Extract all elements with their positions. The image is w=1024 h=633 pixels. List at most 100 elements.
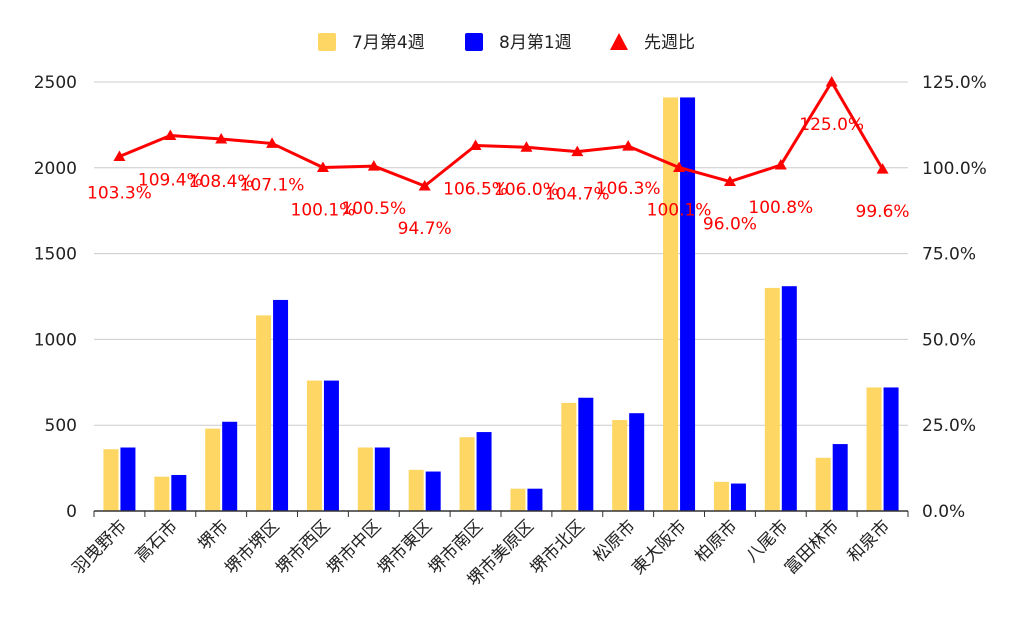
bar-7月第4週 [815, 457, 831, 511]
bar-8月第1週 [476, 432, 492, 511]
legend: 7月第4週 8月第1週 先週比 [318, 33, 695, 53]
legend-label: 8月第1週 [499, 33, 572, 53]
category-label: 堺市堺区 [221, 516, 283, 578]
bar-8月第1週 [120, 447, 136, 511]
ratio-data-label: 108.4% [189, 172, 254, 192]
ratio-data-label: 104.7% [545, 185, 610, 205]
ratio-marker [673, 161, 686, 172]
bar-7月第4週 [713, 481, 729, 511]
category-label: 高石市 [132, 516, 182, 566]
legend-triangle-icon [610, 33, 628, 50]
bar-7月第4週 [205, 428, 221, 511]
bar-8月第1週 [578, 397, 594, 511]
category-label: 羽曳野市 [69, 516, 131, 578]
bar-8月第1週 [374, 447, 390, 511]
category-label: 松原市 [590, 516, 640, 566]
left-axis-tick-label: 2500 [34, 73, 77, 93]
ratio-marker [774, 159, 787, 170]
ratio-marker [418, 179, 431, 191]
bar-8月第1週 [425, 471, 441, 511]
category-label: 柏原市 [691, 516, 741, 566]
ratio-data-label: 94.7% [398, 219, 452, 239]
bar-7月第4週 [764, 287, 780, 511]
ratio-marker [164, 129, 177, 141]
ratio-marker [571, 145, 584, 157]
ratio-data-label: 100.5% [341, 199, 406, 219]
bar-8月第1週 [222, 421, 238, 511]
ratio-data-label: 125.0% [799, 115, 864, 135]
bar-7月第4週 [866, 387, 882, 511]
ratio-data-label: 100.1% [291, 200, 356, 220]
bar-7月第4週 [561, 402, 577, 511]
right-axis-tick-label: 0.0% [922, 502, 965, 522]
x-axis-tick-marks [93, 511, 909, 517]
bar-7月第4週 [408, 469, 424, 511]
category-label: 八尾市 [742, 516, 792, 566]
category-label: 堺市中区 [323, 516, 385, 578]
ratio-marker [266, 137, 279, 148]
ratio-data-label: 100.1% [647, 200, 712, 220]
category-label: 和泉市 [844, 516, 894, 566]
bar-8月第1週 [680, 97, 696, 511]
bar-8月第1週 [883, 387, 899, 511]
category-label: 堺市 [195, 516, 233, 554]
category-label: 堺市東区 [374, 516, 436, 578]
category-label: 堺市西区 [272, 516, 334, 578]
right-axis-tick-label: 50.0% [922, 330, 976, 350]
ratio-marker [367, 160, 380, 171]
right-axis-tick-label: 25.0% [922, 416, 976, 436]
left-axis-ticks: 0 500 1000 1500 2000 2500 [34, 73, 77, 522]
category-label: 堺市北区 [527, 516, 589, 578]
left-axis-tick-label: 1500 [34, 245, 77, 265]
bar-8月第1週 [629, 413, 645, 511]
ratio-data-label: 107.1% [240, 175, 305, 195]
ratio-data-label: 99.6% [856, 202, 910, 222]
bar-7月第4週 [510, 488, 526, 511]
bar-7月第4週 [103, 449, 119, 511]
bar-8月第1週 [832, 444, 848, 511]
right-axis-tick-label: 125.0% [922, 73, 987, 93]
bar-7月第4週 [154, 476, 170, 511]
ratio-line [118, 80, 884, 188]
ratio-marker [520, 141, 533, 152]
ratio-data-label: 106.5% [443, 179, 508, 199]
ratio-data-label: 106.3% [596, 179, 661, 199]
ratio-marker [469, 139, 482, 150]
ratio-data-label: 103.3% [87, 183, 152, 203]
legend-swatch [465, 33, 483, 51]
ratio-data-label: 96.0% [703, 215, 757, 235]
bar-7月第4週 [663, 97, 679, 511]
ratio-marker [622, 140, 635, 151]
category-label: 富田林市 [781, 516, 843, 578]
right-axis-tick-label: 75.0% [922, 245, 976, 265]
left-axis-tick-label: 0 [66, 502, 77, 522]
ratio-marker [825, 76, 838, 87]
bar-8月第1週 [273, 299, 289, 511]
category-label: 東大阪市 [628, 516, 690, 578]
bar-7月第4週 [256, 315, 272, 511]
left-axis-tick-label: 2000 [34, 159, 77, 179]
left-axis-tick-label: 1000 [34, 330, 77, 350]
ratio-data-labels: 103.3%109.4%108.4%107.1%100.1%100.5%94.7… [87, 115, 910, 239]
bar-7月第4週 [306, 380, 322, 511]
ratio-marker [723, 175, 736, 187]
ratio-data-label: 100.8% [748, 198, 813, 218]
bar-7月第4週 [459, 437, 475, 511]
ratio-line-series [113, 76, 889, 191]
bar-8月第1週 [730, 483, 746, 511]
ratio-data-label: 106.0% [494, 180, 559, 200]
bar-8月第1週 [323, 380, 339, 511]
bar-8月第1週 [527, 488, 543, 511]
right-axis-ticks: 0.0% 25.0% 50.0% 75.0% 100.0% 125.0% [922, 73, 987, 522]
bar-series [103, 97, 899, 511]
ratio-marker [316, 161, 329, 172]
ratio-marker [113, 150, 126, 161]
right-axis-tick-label: 100.0% [922, 159, 987, 179]
ratio-data-label: 109.4% [138, 171, 203, 191]
legend-label: 7月第4週 [352, 33, 425, 53]
bar-8月第1週 [781, 286, 797, 511]
bar-7月第4週 [357, 447, 373, 511]
left-axis-tick-label: 500 [45, 416, 77, 436]
